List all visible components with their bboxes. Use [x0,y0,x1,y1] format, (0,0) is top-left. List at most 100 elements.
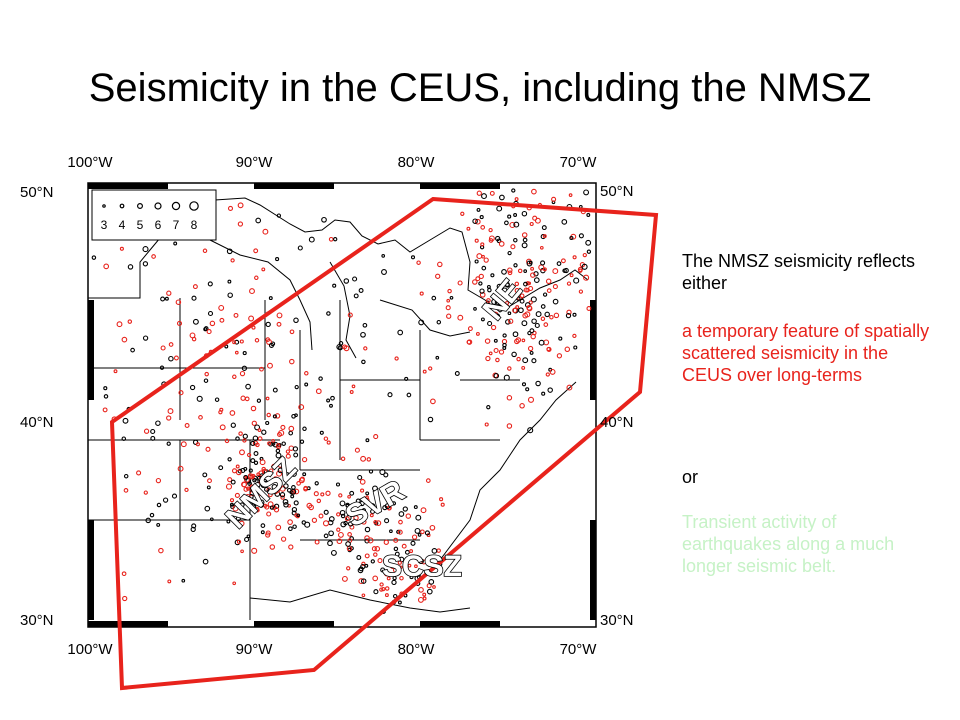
event-dot [289,358,295,365]
event-dot [316,498,322,504]
event-dot [419,291,424,296]
event-dot [283,502,289,508]
lon-label-top-100w: 100°W [67,154,113,171]
event-dot [478,273,484,280]
event-dot [167,408,174,415]
event-dot [343,278,350,284]
legend-label-3: 3 [101,218,108,232]
event-dot [166,290,172,296]
event-dot [480,317,485,322]
event-dot [568,193,573,197]
event-dot [418,558,424,565]
event-dot [178,390,184,396]
event-dot [347,312,353,318]
event-dot [260,478,265,483]
event-dot [160,296,166,302]
event-dot [321,216,327,223]
event-dot [540,260,546,266]
event-dot [123,473,129,479]
event-dot [239,370,246,377]
event-dot [250,405,257,412]
event-dot [426,588,433,595]
event-dot [528,260,533,265]
event-dot [314,481,319,486]
event-dot [240,549,244,554]
event-dot [145,517,151,524]
event-dot [287,519,293,525]
event-dot [103,263,110,270]
frame-ticks [88,183,596,627]
event-dot [277,462,283,468]
event-dot [522,357,529,364]
event-dot [393,537,399,543]
lon-label-bottom-100w: 100°W [67,641,113,658]
event-dot [457,280,463,286]
event-dot [420,507,427,514]
event-dot [526,304,533,311]
event-dot [227,205,234,211]
event-dot [268,342,275,348]
lat-label-left-30n: 30°N [20,612,54,629]
event-dot [239,502,245,508]
event-dot [384,593,389,598]
event-dot [347,521,354,527]
event-dot [234,539,241,546]
event-dot [531,188,537,195]
event-dot [528,285,534,292]
lon-label-top-80w: 80°W [398,154,436,171]
event-dot [414,527,421,534]
event-dot [255,486,260,491]
event-dot [294,413,298,418]
event-dot [556,353,563,359]
event-dot [361,508,367,513]
event-dot [243,474,249,480]
event-dot [296,513,301,518]
event-dot [313,491,319,497]
event-dot [268,296,273,301]
event-dot [540,234,546,240]
event-dot [293,488,300,495]
event-dot [341,575,348,582]
event-dot [233,312,239,318]
event-dot [302,426,307,432]
event-dot [323,436,329,441]
event-dot [363,346,368,351]
event-dot [430,398,436,405]
event-dot [254,275,259,281]
event-dot [409,549,414,554]
event-dot [162,497,169,503]
event-dot [466,339,472,345]
event-dot [372,485,378,492]
event-dot [155,420,161,426]
event-dot [276,443,281,448]
event-dot [373,434,379,440]
event-dot [364,497,370,503]
event-dot [294,513,299,518]
sidebar-or-text: or [682,467,699,487]
event-dot [315,388,322,395]
event-dot [230,479,236,485]
event-dot [168,342,174,347]
event-dot [351,384,356,389]
event-dot [91,255,97,260]
event-dot [298,477,305,484]
boundaries [88,197,589,620]
event-dot [326,440,331,445]
event-dot [122,595,128,602]
event-dot [569,235,574,241]
event-dot [264,486,269,492]
event-dot [136,470,142,476]
event-dot [425,478,431,483]
event-dot [250,440,256,446]
event-dot [265,532,271,538]
event-dot [294,384,299,390]
event-dot [501,269,507,275]
event-dot [277,467,284,474]
event-dot [238,431,243,436]
event-dot [569,273,574,278]
event-dot [282,499,289,505]
event-dot [521,365,526,370]
event-dot [514,338,520,345]
event-dot [369,513,374,518]
event-dot [328,530,334,537]
